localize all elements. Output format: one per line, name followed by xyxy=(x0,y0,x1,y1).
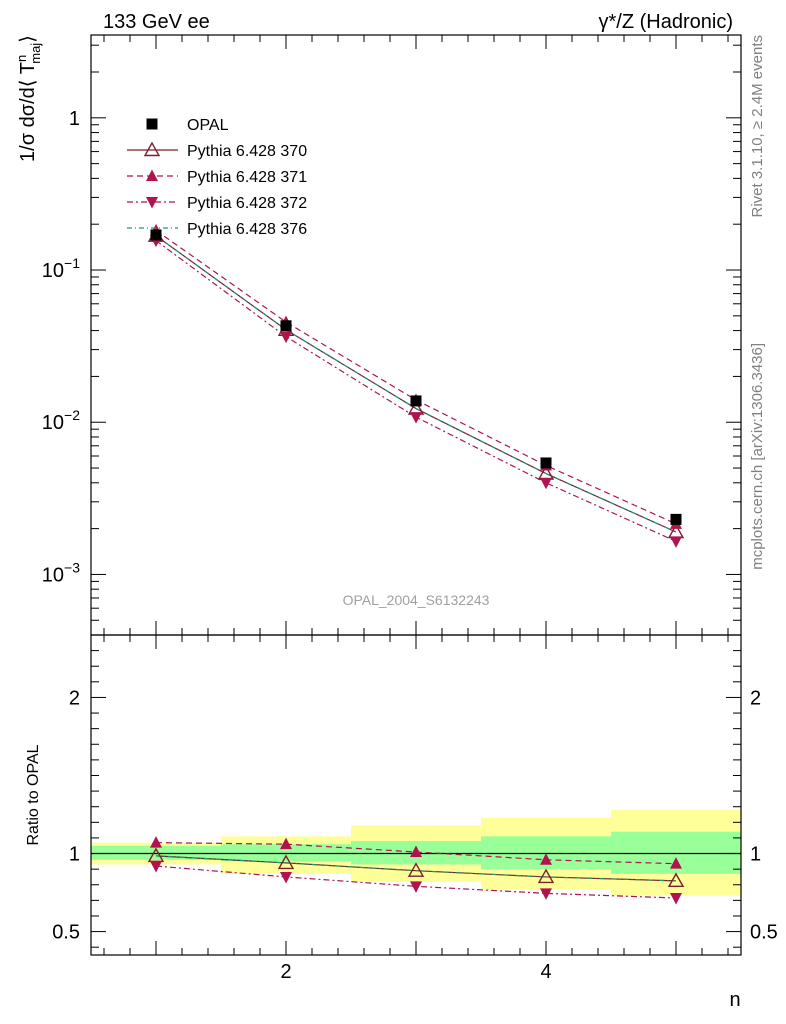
ratio-ytick-label-left: 2 xyxy=(69,687,80,709)
ratio-mc370-point xyxy=(667,872,685,888)
ratio-xtick-label: 2 xyxy=(280,961,291,983)
legend-mc371-marker xyxy=(146,169,158,181)
main-data-point xyxy=(410,395,422,407)
main-data-point xyxy=(670,513,682,525)
ratio-panel: 2 4 0.5 0.5 1 1 2 2 xyxy=(52,634,778,983)
main-mc372-point xyxy=(670,536,682,548)
main-ytick-label: 10−1 xyxy=(42,255,80,282)
ratio-mc372-point xyxy=(150,861,162,873)
ratio-mc371-point xyxy=(280,837,292,850)
ratio-band-inner xyxy=(91,845,221,860)
ratio-xtick-label: 4 xyxy=(540,961,551,983)
main-ylabel: 1/σ dσ/d⟨ Tnmaj⟩ xyxy=(14,35,43,162)
main-mc371-line xyxy=(155,229,677,525)
legend-mc372-label: Pythia 6.428 372 xyxy=(187,195,307,212)
ratio-ytick-label-right: 0.5 xyxy=(750,922,778,944)
header-right-label: γ*/Z (Hadronic) xyxy=(599,11,733,33)
ratio-mc372-point xyxy=(280,871,292,884)
ratio-mc371-point xyxy=(150,836,162,848)
legend-mc371-label: Pythia 6.428 371 xyxy=(187,169,307,186)
analysis-watermark: OPAL_2004_S6132243 xyxy=(343,592,490,608)
ratio-mc371-point xyxy=(540,853,552,865)
legend-mc372-marker xyxy=(146,197,158,209)
legend-data-marker xyxy=(146,118,158,130)
ratio-mc370-point xyxy=(407,862,425,877)
ratio-mc370-point xyxy=(277,854,295,870)
legend: OPAL Pythia 6.428 370 Pythia 6.428 371 Pyth… xyxy=(127,117,307,238)
main-mc376-line xyxy=(155,235,677,533)
main-ytick-label: 10−3 xyxy=(42,559,80,586)
ratio-mc371-point xyxy=(410,845,422,857)
legend-mc376-label: Pythia 6.428 376 xyxy=(187,221,307,238)
ratio-ylabel: Ratio to OPAL xyxy=(25,744,42,845)
main-data-point xyxy=(280,320,292,332)
header-left-label: 133 GeV ee xyxy=(103,11,210,33)
ratio-mc372-line xyxy=(155,865,677,899)
ratio-mc372-point xyxy=(410,881,422,893)
ratio-ytick-label-left: 0.5 xyxy=(52,922,80,944)
main-data-point xyxy=(540,457,552,469)
main-mc372-point xyxy=(540,477,552,490)
ratio-frame xyxy=(90,634,742,956)
rivet-version-label: Rivet 3.1.10, ≥ 2.4M events xyxy=(749,35,766,218)
legend-mc370-marker xyxy=(143,141,161,157)
legend-mc370-label: Pythia 6.428 370 xyxy=(187,143,307,160)
main-mc372-point xyxy=(410,412,422,424)
ratio-xlabel: n xyxy=(729,989,740,1011)
ratio-band-inner xyxy=(221,844,351,862)
ratio-ytick-label-right: 2 xyxy=(750,687,761,709)
ratio-mc372-point xyxy=(540,888,552,900)
ratio-mc371-point xyxy=(670,857,682,869)
main-data-point xyxy=(150,229,162,241)
main-mc372-point xyxy=(280,331,292,344)
main-ytick-label: 1 xyxy=(69,108,80,130)
legend-data-label: OPAL xyxy=(187,117,229,134)
main-mc370-line xyxy=(155,235,677,533)
main-panel: 10−3 10−2 10−1 1 xyxy=(42,34,742,636)
main-ytick-label: 10−2 xyxy=(42,407,80,434)
mcplots-label: mcplots.cern.ch [arXiv:1306.3436] xyxy=(749,343,766,570)
main-mc372-line xyxy=(155,240,677,542)
ratio-ytick-label-left: 1 xyxy=(69,844,80,866)
ratio-ytick-label-right: 1 xyxy=(750,844,761,866)
ratio-mc372-point xyxy=(670,893,682,905)
ratio-mc370-point xyxy=(537,868,555,884)
